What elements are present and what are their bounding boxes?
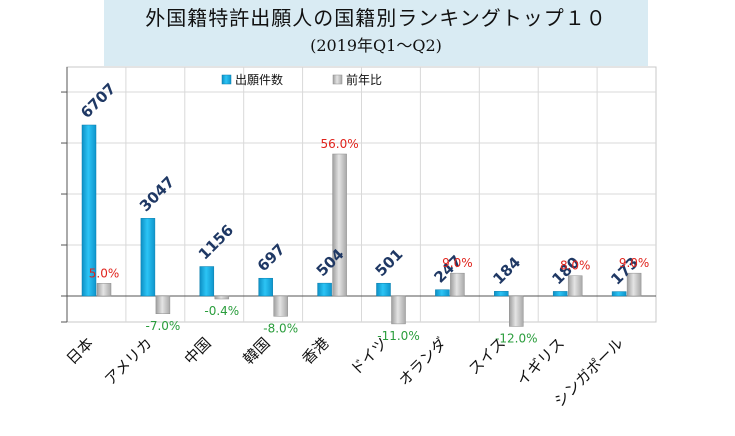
legend-swatch-count [221, 74, 232, 85]
yoy-bar [626, 272, 642, 297]
yoy-label: 5.0% [89, 266, 120, 280]
yoy-label: -8.0% [263, 321, 298, 335]
yoy-bar [214, 295, 230, 300]
yoy-label: -0.4% [204, 304, 239, 318]
yoy-bar [273, 295, 288, 317]
count-bar [140, 218, 156, 297]
count-bar [435, 289, 450, 297]
chart-subtitle: (2019年Q1～Q2) [310, 36, 442, 55]
legend-label-yoy: 前年比 [346, 72, 382, 87]
yoy-bar [332, 153, 347, 297]
yoy-bar [391, 295, 406, 325]
yoy-label: -11.0% [377, 329, 419, 343]
count-bar [611, 291, 627, 297]
yoy-label: -7.0% [145, 319, 180, 333]
yoy-bar [96, 283, 112, 297]
yoy-label: 56.0% [321, 137, 359, 151]
chart-title-box: 外国籍特許出願人の国籍別ランキングトップ１０ (2019年Q1～Q2) [104, 0, 648, 66]
yoy-bar [450, 272, 465, 297]
count-bar [317, 282, 332, 297]
yoy-bar [509, 295, 524, 327]
legend-swatch-yoy [332, 74, 343, 85]
category-label: スイス [465, 334, 509, 378]
category-label: 中国 [181, 334, 215, 368]
legend-label-count: 出願件数 [235, 72, 283, 87]
yoy-bar [567, 275, 583, 297]
count-bar [199, 266, 215, 297]
category-label: アメリカ [101, 334, 156, 389]
yoy-label: -12.0% [495, 331, 537, 345]
chart-title: 外国籍特許出願人の国籍別ランキングトップ１０ [145, 6, 607, 30]
yoy-bar [155, 295, 171, 314]
count-bar [258, 277, 273, 297]
count-bar [376, 282, 391, 297]
count-bar [552, 291, 568, 297]
category-label: 韓国 [240, 334, 274, 368]
category-label: ドイツ [347, 334, 392, 379]
yoy-label: 9.0% [619, 256, 650, 270]
yoy-label: 9.0% [442, 256, 473, 270]
category-label: 日本 [63, 334, 97, 368]
category-label: 香港 [298, 334, 332, 368]
yoy-label: 8.0% [560, 259, 591, 273]
count-bar [494, 291, 509, 297]
count-bar [81, 124, 97, 297]
